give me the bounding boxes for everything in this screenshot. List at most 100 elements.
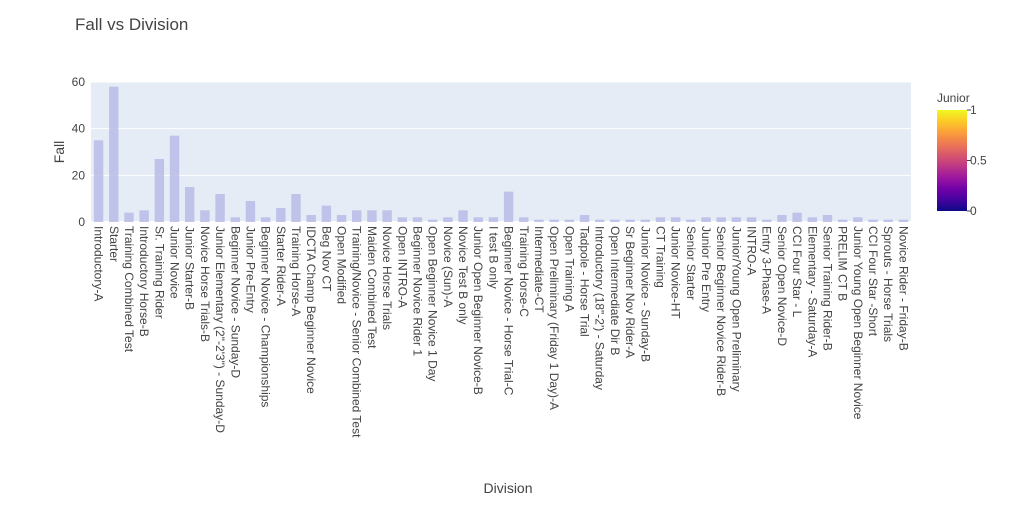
bar-series (93, 86, 909, 223)
x-tick-label: Novice Horse Trials (380, 226, 394, 330)
x-tick-labels: Introductory-A Starter Training Combined T… (92, 226, 911, 438)
x-tick-label: Introductory-A (92, 226, 106, 301)
x-tick-label: CT Training (653, 226, 667, 288)
chart-title: Fall vs Division (75, 15, 188, 34)
bar (473, 217, 483, 222)
x-tick-label: Junior Open Beginner Novice-B (471, 226, 485, 395)
bar (594, 219, 605, 222)
bar (837, 219, 848, 222)
x-tick-label: Junior Pre-Entry (243, 226, 257, 313)
bar (215, 194, 225, 222)
x-tick-label: Junior/Young Open Preliminary (729, 226, 743, 392)
x-tick-label: IDCTA Champ Beginner Novice (304, 226, 318, 394)
x-tick-label: Novice Test B only (456, 226, 470, 325)
bar (260, 217, 271, 222)
bar (412, 217, 423, 222)
colorbar: Junior 00.51 (937, 91, 987, 218)
bar (321, 205, 332, 222)
colorbar-ticks: 00.51 (967, 103, 987, 218)
x-tick-label: Novice Horse Trials-B (198, 226, 212, 342)
x-tick-label: PRELIM CT B (836, 226, 850, 301)
bar (670, 217, 681, 222)
y-tick-label: 0 (78, 215, 85, 229)
x-tick-label: Junior Novice (168, 226, 182, 299)
x-tick-label: CCI Four Star -Short (866, 226, 880, 337)
x-tick-label: CCI Four Star - L (790, 226, 804, 318)
x-tick-label: Elementary - Saturday-A (805, 226, 819, 357)
bar (853, 217, 863, 222)
x-tick-label: Senior Beginner Novice Rider-B (714, 226, 728, 396)
x-tick-label: Open Intermediate Dir B (608, 226, 622, 355)
colorbar-title: Junior (937, 91, 970, 105)
x-tick-label: Senior Open Novice-D (775, 226, 789, 346)
bar (549, 219, 559, 222)
x-tick-label: Maiden Combined Test (365, 226, 379, 349)
plot-background (91, 82, 911, 222)
x-tick-label: Novice (Sun)-A (441, 226, 455, 307)
bar (883, 219, 893, 222)
colorbar-tick-label: 1 (970, 103, 977, 117)
bar (822, 215, 833, 222)
bar (655, 217, 666, 222)
bar (276, 208, 286, 222)
x-tick-label: Beginner Novice - Championships (259, 226, 273, 407)
bar (807, 217, 818, 222)
x-tick-label: Sr Beginner Nov Rider-A (623, 226, 637, 358)
x-tick-label: I test B only (486, 226, 500, 289)
x-tick-label: Tadpole - Horse Trial (578, 226, 592, 337)
bar (382, 210, 392, 222)
bar (746, 217, 757, 222)
bar (336, 215, 347, 222)
gridlines (91, 81, 911, 223)
bar (534, 219, 544, 222)
y-tick-label: 60 (72, 75, 86, 89)
x-tick-label: Junior Starter-B (183, 226, 197, 310)
x-tick-label: Training Combined Test (122, 226, 136, 353)
colorbar-gradient (937, 110, 967, 211)
x-tick-label: Training Horse-C (517, 226, 531, 317)
x-tick-label: Entry 3-Phase-A (760, 226, 774, 314)
bar (367, 210, 377, 222)
bar (898, 219, 909, 222)
x-tick-label: Open Training A (562, 226, 576, 312)
bar (352, 210, 362, 222)
x-tick-label: Introductory Horse-B (137, 226, 151, 337)
x-tick-label: Open Beginner Novice 1 Day (426, 226, 440, 381)
x-tick-label: INTRO-A (745, 226, 759, 275)
bar (154, 159, 165, 222)
bar (306, 215, 316, 222)
x-tick-label: Junior Pre Entry (699, 226, 713, 312)
bar (564, 219, 575, 222)
bar (184, 187, 195, 222)
bar (488, 217, 499, 222)
x-tick-label: Senior Starter (684, 226, 698, 300)
x-tick-label: Open Modified (335, 226, 349, 304)
x-tick-label: Training Horse-A (289, 226, 303, 316)
bar (610, 219, 620, 222)
bar (397, 217, 408, 222)
bar (200, 210, 210, 222)
colorbar-tick-label: 0.5 (970, 154, 987, 168)
bar (716, 217, 726, 222)
x-tick-label: Junior Young Open Beginner Novice (851, 226, 865, 420)
x-tick-label: Junior Novice-HT (669, 226, 683, 319)
x-tick-label: Sprouts - Horse Trials (881, 226, 895, 342)
bar (458, 210, 468, 222)
bar (109, 86, 119, 223)
bar (686, 219, 696, 222)
bar (291, 194, 301, 222)
y-tick-labels: 0 20 40 60 (72, 75, 86, 229)
x-tick-label: Intermediate-CT (532, 226, 546, 313)
x-tick-label: Senior Training Rider-B (820, 226, 834, 351)
x-tick-label: Training/Novice - Senior Combined Test (350, 226, 364, 438)
x-tick-label: Beg Nov CT (319, 226, 333, 292)
bar (169, 135, 180, 222)
bar (245, 201, 256, 222)
bar (640, 219, 650, 222)
bar (579, 215, 590, 222)
bar (701, 217, 711, 222)
bar (625, 219, 635, 222)
bar (93, 140, 104, 222)
